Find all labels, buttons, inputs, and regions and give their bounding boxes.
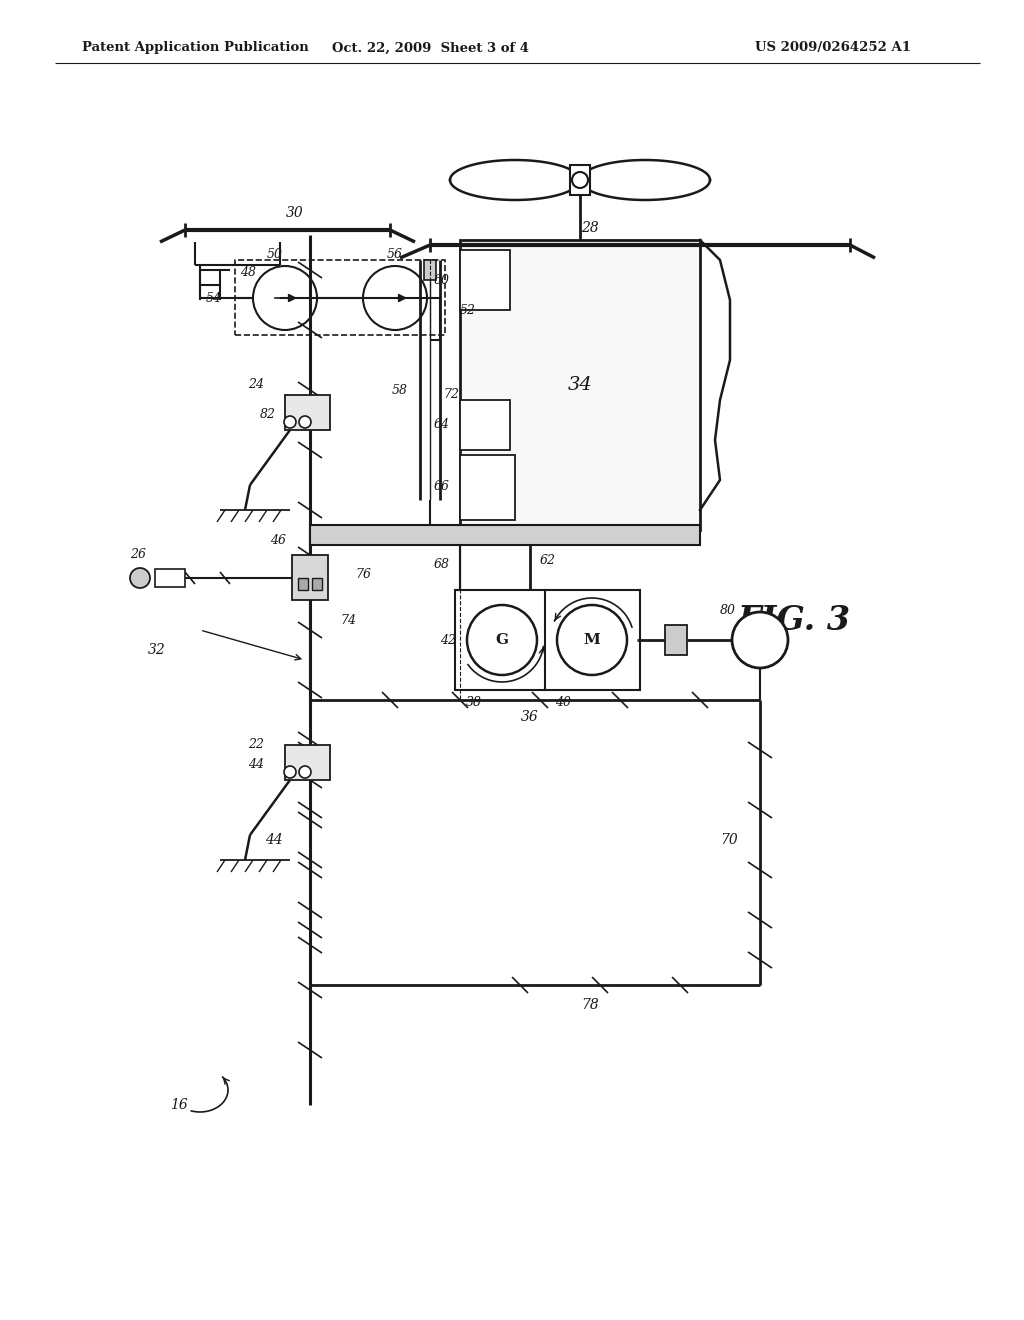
Bar [665,624,687,655]
Circle shape [732,612,788,668]
Bar [298,578,308,590]
Text: 48: 48 [240,265,256,279]
Text: 34: 34 [567,376,592,393]
Bar [285,744,330,780]
Text: 82: 82 [260,408,276,421]
Text: Patent Application Publication: Patent Application Publication [82,41,309,54]
Text: 60: 60 [434,273,450,286]
Text: 68: 68 [434,558,450,572]
Text: 44: 44 [248,759,264,771]
Text: 38: 38 [466,696,482,709]
Bar [460,455,515,520]
Text: 36: 36 [521,710,539,723]
Text: 30: 30 [286,206,304,220]
Text: 72: 72 [443,388,459,401]
Text: 66: 66 [434,480,450,494]
Text: 58: 58 [392,384,408,396]
Bar [292,554,328,601]
Bar [155,569,185,587]
Bar [234,260,445,335]
Bar [545,590,640,690]
Bar [424,260,436,280]
Bar [570,165,590,195]
Text: US 2009/0264252 A1: US 2009/0264252 A1 [755,41,911,54]
Text: 32: 32 [148,643,166,657]
Text: 62: 62 [540,553,556,566]
Bar [285,395,330,430]
Circle shape [572,172,588,187]
Text: 70: 70 [720,833,737,847]
Text: 54: 54 [206,292,222,305]
Text: 24: 24 [248,379,264,392]
Bar [455,590,550,690]
Circle shape [284,416,296,428]
Text: 40: 40 [555,696,571,709]
Text: 64: 64 [434,418,450,432]
Text: 56: 56 [387,248,403,261]
Text: 28: 28 [582,220,599,235]
Text: 16: 16 [170,1098,187,1111]
Circle shape [557,605,627,675]
Text: 52: 52 [460,304,476,317]
Bar [312,578,322,590]
Text: 42: 42 [440,634,456,647]
Text: 46: 46 [270,533,286,546]
Text: 80: 80 [720,603,736,616]
Text: Oct. 22, 2009  Sheet 3 of 4: Oct. 22, 2009 Sheet 3 of 4 [332,41,528,54]
Text: 26: 26 [130,549,146,561]
Circle shape [299,416,311,428]
Text: 74: 74 [340,614,356,627]
Bar [460,400,510,450]
Text: FIG. 3: FIG. 3 [738,603,851,636]
Text: 44: 44 [265,833,283,847]
Text: 50: 50 [267,248,283,261]
Bar [460,240,700,531]
Circle shape [130,568,150,587]
Circle shape [299,766,311,777]
Text: 78: 78 [582,998,599,1012]
Bar [310,525,700,545]
Circle shape [284,766,296,777]
Text: G: G [496,634,509,647]
Bar [460,249,510,310]
Text: 76: 76 [355,569,371,582]
Text: M: M [584,634,600,647]
Text: 22: 22 [248,738,264,751]
Circle shape [467,605,537,675]
